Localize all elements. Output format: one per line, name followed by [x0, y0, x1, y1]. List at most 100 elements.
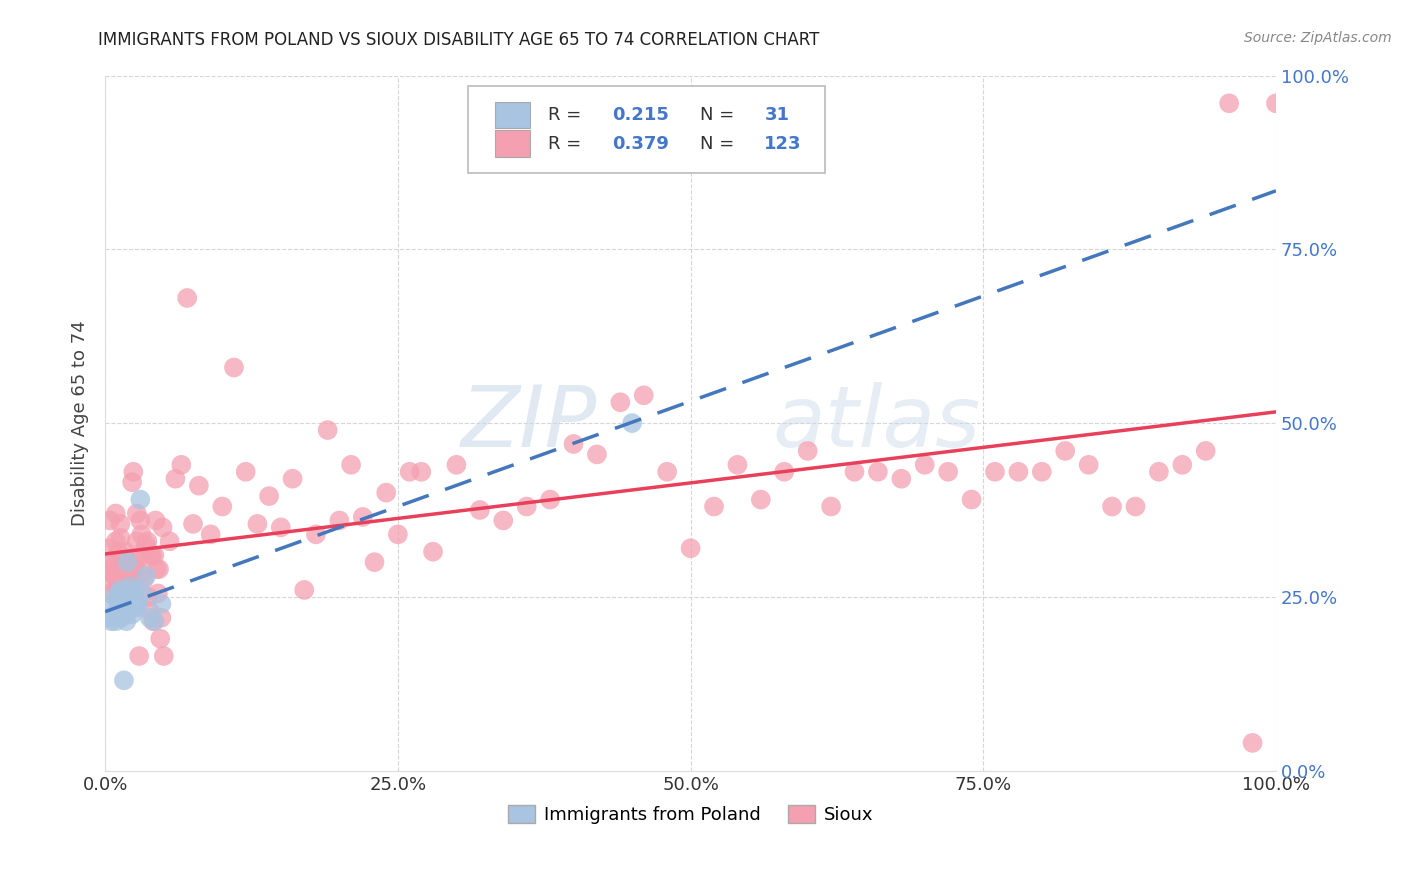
Text: 31: 31 [765, 106, 789, 124]
Point [108, 586, 131, 600]
Point [112, 579, 135, 593]
Point [117, 597, 139, 611]
Legend: Immigrants from Poland, Sioux: Immigrants from Poland, Sioux [508, 805, 873, 824]
Point [936, 465, 959, 479]
Point [110, 611, 132, 625]
Point [866, 465, 889, 479]
Point [107, 582, 129, 597]
Point [143, 614, 166, 628]
Point [773, 465, 796, 479]
Point [149, 632, 172, 646]
Point [124, 562, 146, 576]
Point [1241, 736, 1264, 750]
Point [112, 673, 135, 688]
Point [749, 492, 772, 507]
FancyBboxPatch shape [468, 86, 825, 173]
Point [914, 458, 936, 472]
Point [114, 607, 136, 622]
Point [492, 513, 515, 527]
Point [222, 360, 245, 375]
Point [121, 475, 143, 490]
Point [148, 562, 170, 576]
Point [176, 291, 198, 305]
Point [1007, 465, 1029, 479]
Point [586, 447, 609, 461]
Point [142, 614, 165, 628]
Point [352, 510, 374, 524]
Point [132, 573, 155, 587]
Point [97, 541, 120, 556]
Point [100, 614, 122, 628]
Text: ZIP: ZIP [461, 382, 598, 465]
Text: N =: N = [700, 106, 740, 124]
Point [111, 600, 134, 615]
Point [152, 648, 174, 663]
Point [98, 513, 121, 527]
Bar [495, 102, 530, 128]
Point [820, 500, 842, 514]
Point [257, 489, 280, 503]
Point [117, 555, 139, 569]
Point [110, 531, 132, 545]
Point [124, 600, 146, 615]
Point [103, 558, 125, 573]
Point [127, 597, 149, 611]
Point [316, 423, 339, 437]
Point [152, 520, 174, 534]
Point [145, 562, 167, 576]
Point [103, 555, 125, 569]
Point [117, 586, 139, 600]
Point [117, 562, 139, 576]
Point [129, 492, 152, 507]
Point [200, 527, 222, 541]
Text: 0.215: 0.215 [612, 106, 669, 124]
Point [159, 534, 181, 549]
Point [138, 611, 160, 625]
Point [165, 472, 187, 486]
Point [120, 566, 142, 580]
Point [398, 465, 420, 479]
Text: atlas: atlas [772, 382, 980, 465]
Point [125, 534, 148, 549]
Point [97, 611, 120, 625]
Point [105, 579, 128, 593]
Text: IMMIGRANTS FROM POLAND VS SIOUX DISABILITY AGE 65 TO 74 CORRELATION CHART: IMMIGRANTS FROM POLAND VS SIOUX DISABILI… [98, 31, 820, 49]
Point [1054, 444, 1077, 458]
Point [108, 576, 131, 591]
Point [111, 555, 134, 569]
Point [104, 507, 127, 521]
Point [468, 503, 491, 517]
Point [125, 507, 148, 521]
Point [124, 582, 146, 597]
Point [139, 548, 162, 562]
Point [633, 388, 655, 402]
Point [100, 566, 122, 580]
Text: R =: R = [548, 106, 586, 124]
Point [111, 569, 134, 583]
Point [138, 604, 160, 618]
Point [100, 586, 122, 600]
Point [146, 586, 169, 600]
Point [107, 545, 129, 559]
Point [246, 516, 269, 531]
Point [131, 527, 153, 541]
Point [1195, 444, 1218, 458]
Point [118, 558, 141, 573]
Point [118, 579, 141, 593]
Point [104, 534, 127, 549]
Point [516, 500, 538, 514]
Point [844, 465, 866, 479]
Point [128, 648, 150, 663]
Point [117, 573, 139, 587]
Point [105, 604, 128, 618]
Point [657, 465, 679, 479]
Point [984, 465, 1007, 479]
Point [150, 611, 173, 625]
Point [890, 472, 912, 486]
Point [104, 614, 127, 628]
Point [120, 600, 142, 615]
Point [170, 458, 193, 472]
Point [422, 545, 444, 559]
Point [114, 545, 136, 559]
Point [141, 548, 163, 562]
